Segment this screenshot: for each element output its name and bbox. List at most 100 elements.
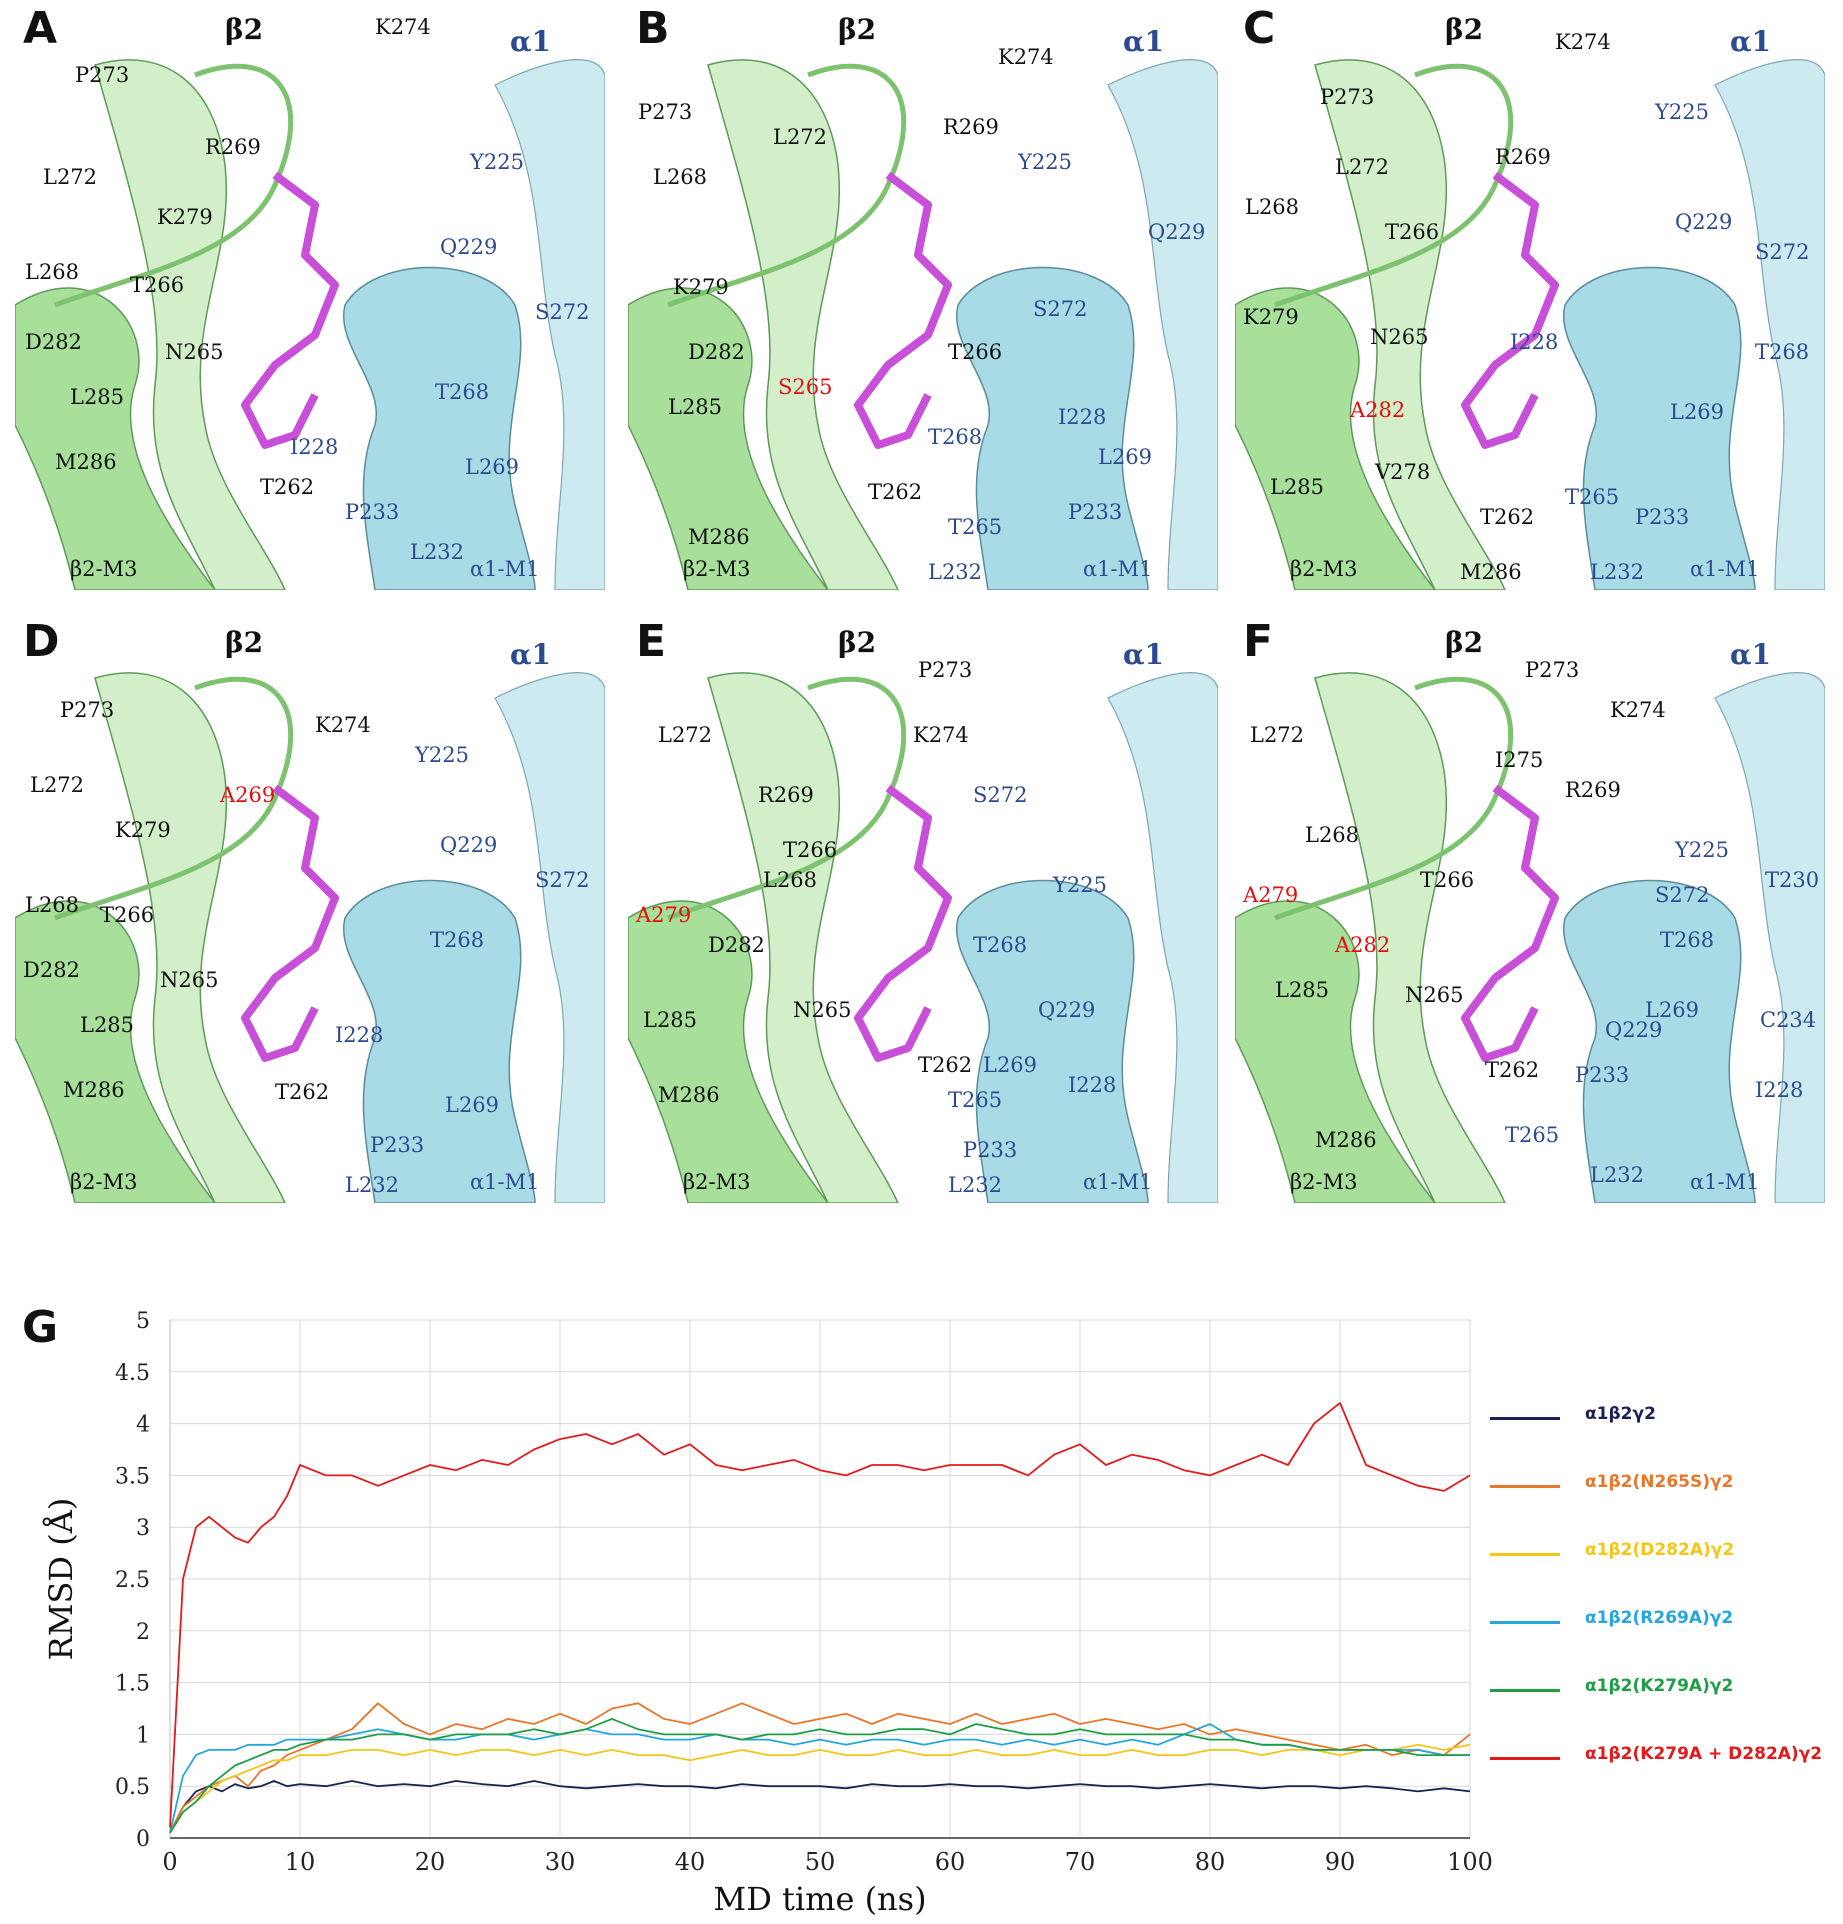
legend-label: α1β2(K279A + D282A)γ2 bbox=[1585, 1744, 1823, 1764]
residue-label: I275 bbox=[1495, 748, 1544, 772]
alpha-m1-helix bbox=[955, 879, 1149, 1203]
panel-label-f: F bbox=[1243, 618, 1274, 667]
residue-label: T262 bbox=[260, 475, 315, 499]
alpha-m1-helix bbox=[342, 266, 536, 590]
residue-label: L285 bbox=[70, 385, 125, 409]
y-tick-label: 0 bbox=[136, 1827, 150, 1852]
residue-label: T266 bbox=[100, 903, 155, 927]
residue-label: Q229 bbox=[1675, 210, 1733, 234]
alpha-m2-helix bbox=[1107, 672, 1218, 1203]
legend-item: α1β2γ2 bbox=[1490, 1402, 1840, 1434]
residue-label: A279 bbox=[636, 903, 692, 927]
residue-label: K274 bbox=[315, 713, 371, 737]
beta-m3-helix bbox=[15, 900, 216, 1203]
residue-label: N265 bbox=[1370, 325, 1429, 349]
beta2-m3-label: β2-M3 bbox=[1290, 1170, 1358, 1194]
legend-swatch bbox=[1490, 1553, 1560, 1556]
residue-label: A282 bbox=[1350, 398, 1406, 422]
residue-label: K274 bbox=[913, 723, 969, 747]
residue-label: I228 bbox=[1058, 405, 1107, 429]
series-line-3 bbox=[169, 1723, 1470, 1834]
residue-label: A279 bbox=[1243, 883, 1299, 907]
residue-label: L268 bbox=[653, 165, 708, 189]
residue-label: M286 bbox=[1315, 1128, 1377, 1152]
residue-label: T266 bbox=[783, 838, 838, 862]
residue-label: T266 bbox=[1420, 868, 1475, 892]
series-line-2 bbox=[169, 1743, 1471, 1834]
legend-item: α1β2(K279A + D282A)γ2 bbox=[1490, 1742, 1840, 1774]
residue-label: R269 bbox=[758, 783, 814, 807]
beta-m3-helix bbox=[628, 287, 829, 590]
y-tick-label: 1 bbox=[136, 1723, 150, 1748]
residue-label: L232 bbox=[345, 1173, 400, 1197]
residue-label: P273 bbox=[918, 658, 973, 682]
residue-label: P233 bbox=[345, 500, 400, 524]
y-tick-label: 4 bbox=[136, 1413, 150, 1438]
residue-label: I228 bbox=[1068, 1073, 1117, 1097]
y-tick-label: 4.5 bbox=[115, 1361, 150, 1386]
residue-label: L268 bbox=[25, 893, 80, 917]
residue-label: L269 bbox=[983, 1053, 1038, 1077]
series-line-1 bbox=[169, 1702, 1471, 1834]
residue-label: L285 bbox=[1275, 978, 1330, 1002]
residue-label: L268 bbox=[25, 260, 80, 284]
y-tick-label: 5 bbox=[136, 1309, 150, 1334]
legend-item: α1β2(K279A)γ2 bbox=[1490, 1674, 1840, 1706]
legend-label: α1β2(N265S)γ2 bbox=[1585, 1472, 1734, 1492]
residue-label: L268 bbox=[1305, 823, 1360, 847]
residue-label: T265 bbox=[1565, 485, 1620, 509]
alpha1-m1-label: α1-M1 bbox=[470, 1170, 540, 1194]
residue-label: Q229 bbox=[1605, 1018, 1663, 1042]
legend-label: α1β2(K279A)γ2 bbox=[1585, 1676, 1734, 1696]
residue-label: P233 bbox=[1575, 1063, 1630, 1087]
residue-label: L285 bbox=[643, 1008, 698, 1032]
residue-label: S272 bbox=[1655, 883, 1710, 907]
residue-label: L232 bbox=[410, 540, 465, 564]
residue-label: T262 bbox=[1485, 1058, 1540, 1082]
residue-label: T266 bbox=[948, 340, 1003, 364]
residue-label: R269 bbox=[1495, 145, 1551, 169]
residue-label: L285 bbox=[1270, 475, 1325, 499]
beta-m3-helix bbox=[1235, 287, 1436, 590]
residue-label: K279 bbox=[673, 275, 729, 299]
structure-illustration bbox=[15, 59, 605, 590]
beta-m2-helix bbox=[707, 59, 899, 590]
panel-label-d: D bbox=[23, 618, 60, 667]
alpha1-m1-label: α1-M1 bbox=[470, 557, 540, 581]
legend-swatch bbox=[1490, 1485, 1560, 1488]
ligand-sticks bbox=[854, 171, 952, 449]
panel-label-e: E bbox=[636, 618, 667, 667]
residue-label: K274 bbox=[1555, 30, 1611, 54]
x-tick-label: 0 bbox=[162, 1848, 177, 1876]
residue-label: I228 bbox=[335, 1023, 384, 1047]
residue-label: S272 bbox=[1033, 297, 1088, 321]
series-line-0 bbox=[169, 1780, 1471, 1834]
residue-label: R269 bbox=[943, 115, 999, 139]
structure-illustration bbox=[15, 672, 605, 1203]
beta-loop bbox=[667, 676, 907, 921]
residue-label: L232 bbox=[1590, 560, 1645, 584]
panel-label-c: C bbox=[1243, 5, 1276, 54]
beta-m3-helix bbox=[628, 900, 829, 1203]
legend-swatch bbox=[1490, 1757, 1560, 1760]
beta-m2-helix bbox=[707, 672, 899, 1203]
x-tick-label: 30 bbox=[545, 1848, 576, 1876]
x-tick-label: 80 bbox=[1195, 1848, 1226, 1876]
panel-label-a: A bbox=[23, 5, 58, 54]
residue-label: S272 bbox=[1755, 240, 1810, 264]
alpha1-subunit-title: α1 bbox=[1123, 638, 1165, 671]
residue-label: P233 bbox=[963, 1138, 1018, 1162]
alpha-m2-helix bbox=[494, 59, 605, 590]
residue-label: T266 bbox=[130, 273, 185, 297]
beta2-subunit-title: β2 bbox=[225, 13, 264, 46]
beta-m3-helix bbox=[15, 287, 216, 590]
alpha-m1-helix bbox=[1562, 879, 1756, 1203]
residue-label: L272 bbox=[30, 773, 85, 797]
x-tick-label: 70 bbox=[1065, 1848, 1096, 1876]
structure-illustration bbox=[628, 672, 1218, 1203]
residue-label: T265 bbox=[1505, 1123, 1560, 1147]
beta-m2-helix bbox=[94, 59, 286, 590]
residue-label: L269 bbox=[465, 455, 520, 479]
